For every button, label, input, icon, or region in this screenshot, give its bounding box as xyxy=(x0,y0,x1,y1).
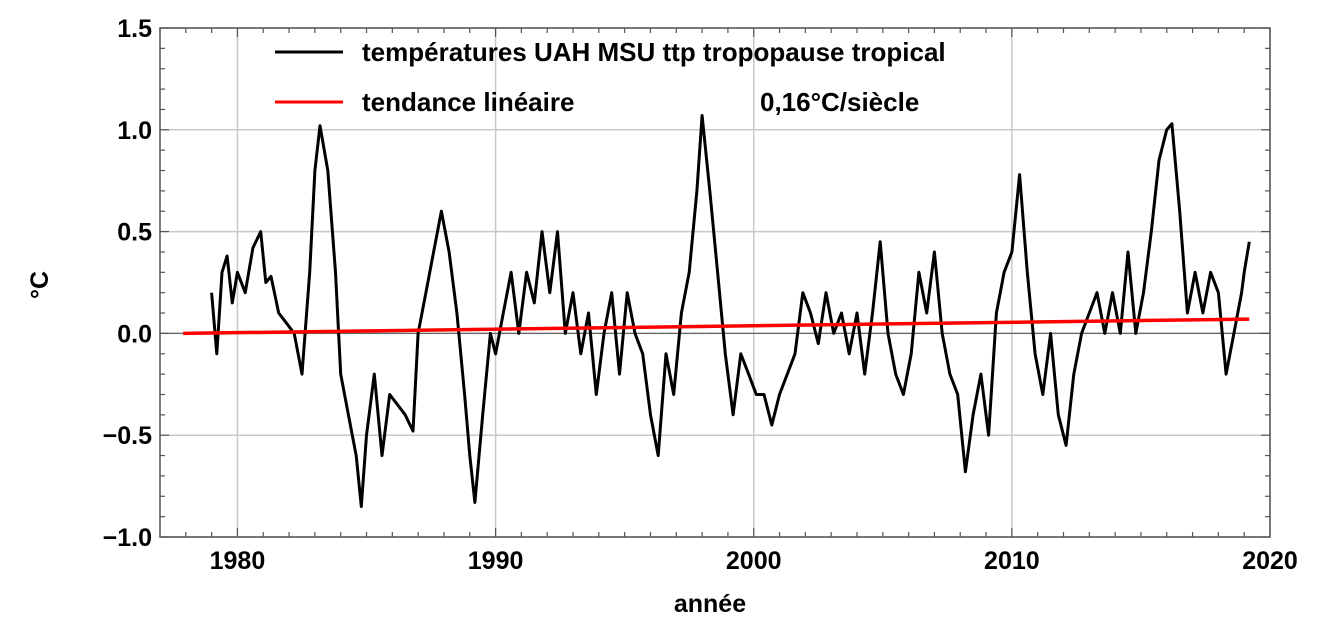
y-axis: −1.0 −0.5 0.0 0.5 1.0 1.5 xyxy=(103,15,1270,552)
x-tick-label: 2020 xyxy=(1242,547,1298,575)
series-line-temperature xyxy=(210,114,1251,508)
x-tick-label: 2000 xyxy=(726,547,782,575)
x-tick-label: 2010 xyxy=(984,547,1040,575)
grid xyxy=(160,27,1271,538)
y-tick-label: −1.0 xyxy=(103,524,152,552)
y-axis-title: °C xyxy=(26,271,54,299)
y-tick-label: 1.0 xyxy=(117,117,152,145)
y-tick-label: 0.5 xyxy=(117,219,152,247)
x-tick-label: 1980 xyxy=(210,547,266,575)
plot-area xyxy=(159,27,1271,538)
x-axis-title: année xyxy=(674,590,746,618)
legend-label-temperature: températures UAH MSU ttp tropopause trop… xyxy=(362,37,946,67)
x-tick-label: 1990 xyxy=(468,547,524,575)
series-line-trend xyxy=(183,317,1250,336)
y-tick-label: 0.0 xyxy=(117,320,152,348)
series-layer xyxy=(183,114,1251,508)
legend-trend-annotation: 0,16°C/siècle xyxy=(760,87,919,117)
legend-label-trend: tendance linéaire xyxy=(362,87,574,117)
y-tick-label: 1.5 xyxy=(117,15,152,43)
y-tick-label: −0.5 xyxy=(103,422,152,450)
legend: températures UAH MSU ttp tropopause trop… xyxy=(275,37,946,117)
x-axis: 1980 1990 2000 2010 2020 xyxy=(159,28,1298,575)
